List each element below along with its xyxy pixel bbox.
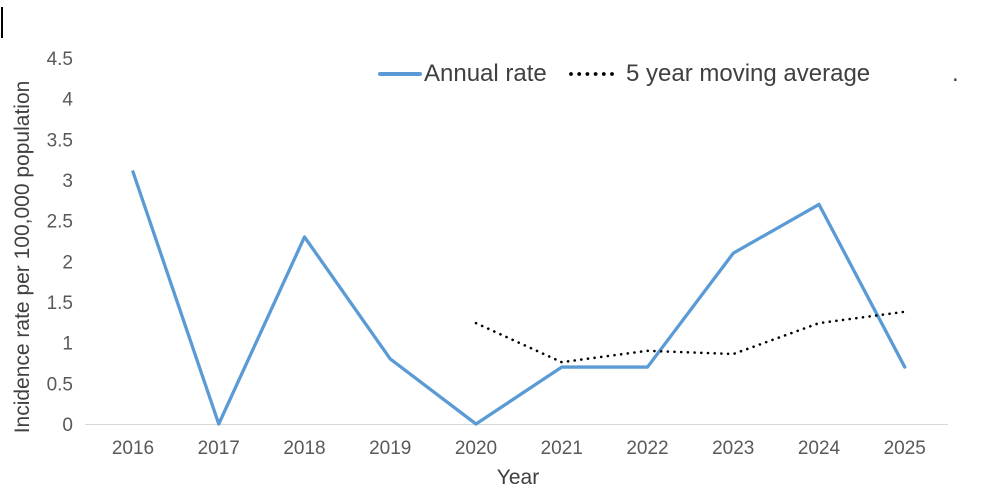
- x-tick-label: 2023: [712, 438, 754, 459]
- x-axis-title: Year: [496, 466, 540, 489]
- legend-line-sample-dotted: [569, 72, 614, 76]
- x-tick-label: 2019: [369, 438, 411, 459]
- x-tick-label: 2017: [198, 438, 240, 459]
- y-tick-label: 3: [62, 171, 73, 192]
- x-tick-label: 2018: [283, 438, 325, 459]
- y-tick-label: 0: [62, 415, 73, 436]
- y-tick-label: 4.5: [47, 49, 73, 70]
- x-tick-label: 2025: [884, 438, 926, 459]
- legend-label-moving-average: 5 year moving average: [626, 60, 871, 87]
- x-tick-label: 2022: [626, 438, 668, 459]
- x-tick-label: 2021: [541, 438, 583, 459]
- legend-label-annual-rate: Annual rate: [424, 60, 547, 87]
- moving-average-line: [474, 310, 907, 364]
- legend-trailing-period: .: [952, 60, 959, 87]
- x-tick-label: 2016: [112, 438, 154, 459]
- y-tick-label: 1.5: [47, 293, 73, 314]
- x-tick-label: 2020: [455, 438, 497, 459]
- legend-item-moving-average: 5 year moving average: [568, 60, 870, 88]
- annual-rate-line: [131, 170, 907, 426]
- y-tick-label: 2: [62, 252, 73, 273]
- legend-item-annual-rate: Annual rate: [378, 60, 547, 88]
- y-axis-title: Incidence rate per 100,000 population: [11, 80, 34, 434]
- legend-line-sample-solid: [378, 72, 422, 76]
- stray-cursor-mark: [1, 7, 3, 38]
- y-tick-label: 3.5: [47, 130, 73, 151]
- y-tick-label: 1: [62, 334, 73, 355]
- y-tick-label: 0.5: [47, 374, 73, 395]
- x-tick-label: 2024: [798, 438, 841, 459]
- y-tick-label: 2.5: [47, 212, 73, 233]
- y-tick-label: 4: [62, 90, 73, 111]
